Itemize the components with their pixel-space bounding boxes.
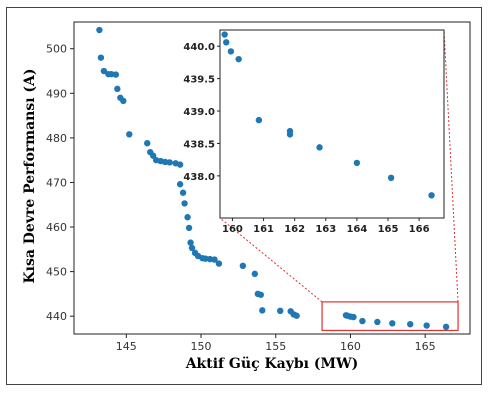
- inset-x-tick-label: 166: [409, 224, 430, 235]
- y-tick-label: 440: [46, 310, 67, 323]
- main-plot-area: [73, 21, 471, 335]
- data-point: [350, 313, 357, 321]
- inset-x-tick-label: 164: [346, 224, 367, 235]
- x-tick-label: 165: [415, 340, 436, 353]
- inset-x-tick-label: 165: [378, 224, 399, 235]
- x-axis-label: Aktif Güç Kaybı (MW): [185, 356, 359, 372]
- inset-x-tick-label: 160: [222, 224, 243, 235]
- inset-data-point: [387, 174, 395, 182]
- data-point: [407, 320, 414, 328]
- y-tick-label: 500: [46, 43, 67, 56]
- y-tick-label: 450: [46, 266, 67, 279]
- inset-plot: 160 161 162 163 164 165 166 438.0 438.5 439.0 439.…: [183, 29, 459, 303]
- y-tick-label: 490: [46, 87, 67, 100]
- data-point: [179, 189, 187, 196]
- zoom-connector-line: [443, 29, 459, 302]
- data-point: [257, 291, 264, 298]
- data-point: [176, 161, 184, 168]
- data-point: [259, 307, 266, 314]
- data-point: [215, 260, 223, 267]
- inset-y-tick-label: 439.5: [183, 75, 215, 86]
- y-axis-label: Kısa Devre Performansı (A): [22, 68, 38, 283]
- data-point: [181, 200, 188, 207]
- data-point: [120, 97, 127, 105]
- data-point: [188, 244, 196, 252]
- y-tick-label: 480: [46, 132, 67, 145]
- inset-x-tick-label: 163: [315, 224, 336, 235]
- inset-data-point: [235, 55, 242, 63]
- data-point: [96, 26, 103, 34]
- data-point: [126, 131, 133, 138]
- figure-frame: [6, 7, 482, 385]
- data-point: [389, 320, 396, 327]
- data-point: [100, 67, 108, 75]
- data-point: [293, 312, 300, 319]
- data-point: [239, 262, 247, 270]
- inset-data-point: [255, 116, 263, 124]
- inset-y-tick-label: 438.5: [183, 139, 215, 150]
- data-point: [187, 239, 194, 246]
- inset-data-point: [221, 31, 228, 38]
- data-point: [374, 318, 381, 326]
- x-tick-label: 160: [340, 340, 361, 353]
- data-point: [166, 159, 173, 166]
- inset-y-tick-label: 439.0: [183, 107, 215, 118]
- y-tick-label: 470: [46, 176, 67, 189]
- inset-x-tick-label: 162: [284, 224, 305, 235]
- inset-data-point: [428, 192, 435, 199]
- inset-data-point: [227, 48, 235, 55]
- data-point: [144, 140, 151, 147]
- data-point: [251, 270, 259, 278]
- zoom-highlight-box: [321, 301, 459, 332]
- data-point: [185, 224, 193, 232]
- x-tick-label: 145: [116, 340, 137, 353]
- data-point: [184, 214, 191, 221]
- data-point: [176, 181, 184, 188]
- data-point: [442, 323, 450, 331]
- inset-x-tick-label: 161: [253, 224, 274, 235]
- data-point: [211, 256, 218, 263]
- inset-data-point: [223, 39, 230, 46]
- inset-data-point: [353, 159, 361, 167]
- inset-data-point: [286, 131, 294, 138]
- main-plot: 145 150 155 160 165 440 450 460 470 480 490 500: [46, 21, 471, 353]
- inset-data-point: [316, 144, 323, 151]
- y-tick-label: 460: [46, 221, 67, 234]
- data-point: [423, 322, 430, 329]
- data-point: [112, 71, 120, 78]
- data-point: [114, 85, 121, 93]
- data-point: [359, 317, 366, 325]
- inset-y-tick-label: 438.0: [183, 172, 215, 183]
- inset-plot-area: [219, 29, 445, 219]
- x-tick-label: 150: [191, 340, 212, 353]
- inset-y-tick-label: 440.0: [183, 42, 215, 53]
- data-point: [97, 54, 105, 61]
- x-tick-label: 155: [265, 340, 286, 353]
- data-point: [277, 307, 284, 315]
